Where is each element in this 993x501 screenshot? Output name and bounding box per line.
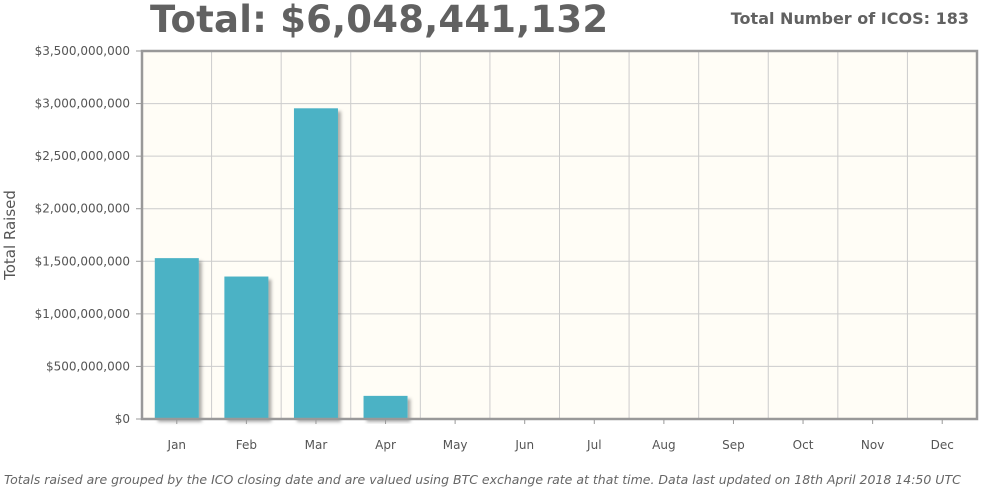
y-tick-label: $1,000,000,000 bbox=[35, 307, 130, 321]
x-tick-label: Jun bbox=[514, 438, 534, 452]
y-tick-label: $2,500,000,000 bbox=[35, 149, 130, 163]
x-tick-label: Mar bbox=[305, 438, 328, 452]
ico-count-value: 183 bbox=[935, 9, 969, 28]
ico-count: Total Number of ICOS: 183 bbox=[731, 9, 969, 28]
ico-count-label: Total Number of ICOS: bbox=[730, 9, 931, 28]
bar-feb[interactable] bbox=[224, 276, 269, 419]
y-tick-label: $3,500,000,000 bbox=[35, 44, 130, 58]
x-tick-label: Jul bbox=[586, 438, 601, 452]
bar-mar[interactable] bbox=[293, 108, 338, 419]
x-tick-label: Apr bbox=[375, 438, 396, 452]
x-tick-label: Aug bbox=[652, 438, 675, 452]
x-tick-label: Sep bbox=[722, 438, 745, 452]
bar-jan[interactable] bbox=[154, 258, 199, 419]
y-axis-ticks: $0 $500,000,000 $1,000,000,000 $1,500,000,0… bbox=[35, 44, 142, 426]
x-tick-label: Nov bbox=[861, 438, 884, 452]
x-axis-ticks: Jan Feb Mar Apr May Jun Jul Aug Sep Oct Nov Dec bbox=[167, 419, 954, 452]
x-tick-label: Feb bbox=[236, 438, 257, 452]
footnote: Totals raised are grouped by the ICO clo… bbox=[4, 472, 961, 487]
gridlines bbox=[142, 51, 977, 419]
y-tick-label: $3,000,000,000 bbox=[35, 97, 130, 111]
x-tick-label: May bbox=[443, 438, 468, 452]
plot-frame bbox=[140, 49, 979, 421]
y-tick-label: $2,000,000,000 bbox=[35, 202, 130, 216]
y-tick-label: $500,000,000 bbox=[46, 359, 130, 373]
x-tick-label: Oct bbox=[793, 438, 814, 452]
y-tick-label: $0 bbox=[115, 412, 130, 426]
total-raised-heading: Total: $6,048,441,132 bbox=[150, 0, 609, 41]
y-tick-label: $1,500,000,000 bbox=[35, 254, 130, 268]
bar-apr[interactable] bbox=[363, 395, 408, 419]
bars bbox=[154, 108, 408, 419]
x-tick-label: Jan bbox=[167, 438, 187, 452]
x-tick-label: Dec bbox=[931, 438, 954, 452]
y-axis-label: Total Raised bbox=[1, 190, 19, 281]
